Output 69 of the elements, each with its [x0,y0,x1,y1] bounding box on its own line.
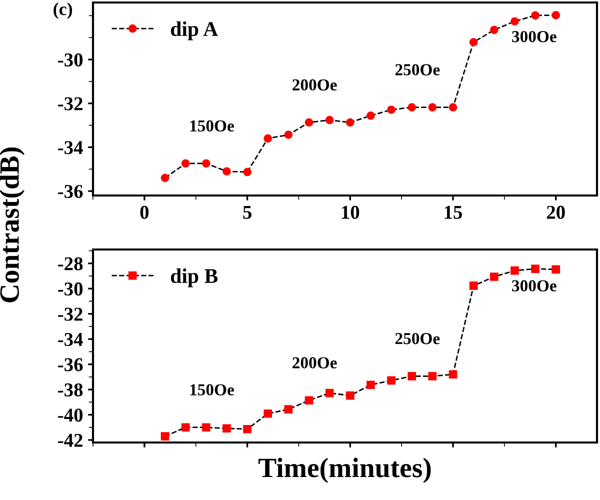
point [469,282,478,290]
point [428,372,437,380]
point [408,372,416,380]
annotation: 300Oe [512,280,556,292]
legend-label: dip A [170,21,218,40]
point [510,17,519,26]
x-axis-title: Time(minutes) [258,458,431,483]
point [181,423,190,432]
point [264,409,272,418]
y-tick-label: -30 [58,282,83,296]
annotation: 250Oe [395,332,440,344]
point [552,265,560,274]
point [304,396,314,405]
y-tick-label: -32 [58,308,82,321]
point [325,116,334,124]
point [264,134,272,143]
annotation: 250Oe [395,64,440,76]
y-tick-label: -36 [58,358,83,372]
y-tick-label: -36 [58,184,83,198]
point [181,159,190,168]
x-tick-label: 10 [342,206,360,219]
point [531,264,540,273]
point [222,167,231,176]
point [490,26,498,34]
y-tick-label: -30 [58,53,83,66]
point [284,405,293,414]
point [243,168,252,176]
point [387,106,396,114]
x-tick-label: 5 [243,206,252,219]
x-tick-label: 0 [140,206,149,219]
point [202,159,210,168]
point [408,103,416,112]
point [346,118,354,127]
y-tick-label: -34 [58,141,83,154]
annotation: 200Oe [292,79,337,91]
point [160,174,170,182]
point [552,11,560,20]
point [428,103,437,112]
legend-label: dip B [170,268,218,288]
point [284,130,293,139]
point [448,103,458,112]
y-tick-label: -38 [58,383,83,396]
point [160,432,170,440]
annotation: 150Oe [190,120,234,132]
point [510,266,519,275]
point [448,370,458,379]
chart-title: (c) [54,2,72,19]
point [366,380,375,390]
y-tick-label: -34 [58,332,83,346]
y-tick-label: -40 [58,408,83,422]
x-tick-label: 15 [444,206,462,219]
point [243,424,252,434]
point [222,424,231,433]
y-tick-label: -42 [58,434,82,447]
point [325,388,334,398]
point [202,423,210,432]
y-tick-label: -32 [58,97,82,110]
point [346,391,354,400]
point [531,11,540,20]
point [469,38,478,46]
y-tick-label: -28 [58,257,83,270]
annotation: 150Oe [190,384,234,396]
annotation: 200Oe [292,357,337,368]
point [387,376,396,385]
point [304,118,314,127]
annotation: 300Oe [512,30,556,42]
point [490,272,498,281]
x-tick-label: 20 [546,206,565,219]
point [366,111,375,120]
